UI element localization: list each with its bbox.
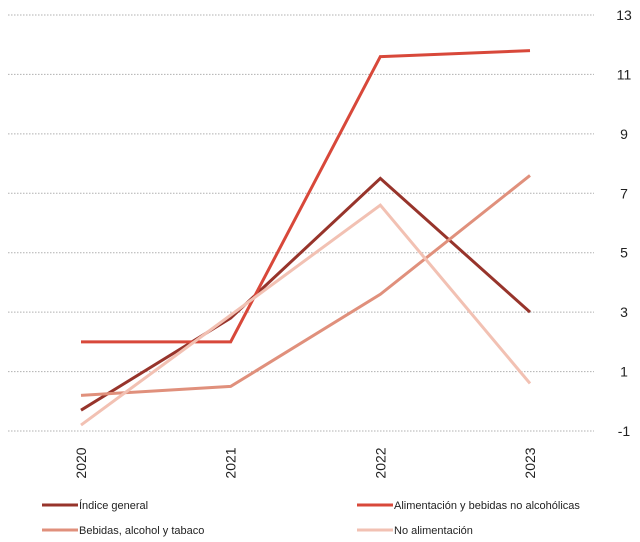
series-line-3 xyxy=(80,203,532,427)
y-tick-label: 9 xyxy=(620,126,628,142)
x-tick-label: 2022 xyxy=(372,447,388,478)
y-tick-label: 7 xyxy=(620,185,628,201)
gridlines xyxy=(8,14,594,432)
series-line-0 xyxy=(80,176,531,412)
x-axis-ticks: 2020 2021 2022 2023 xyxy=(73,447,538,478)
x-tick-label: 2020 xyxy=(73,447,89,478)
series-line-1 xyxy=(81,49,531,344)
legend: Índice general Alimentación y bebidas no … xyxy=(42,499,580,537)
y-tick-label: -1 xyxy=(618,423,631,439)
y-tick-label: 13 xyxy=(616,7,632,23)
y-tick-label: 5 xyxy=(620,245,628,261)
y-tick-label: 1 xyxy=(620,364,628,380)
y-tick-label: 11 xyxy=(617,66,632,82)
x-tick-label: 2021 xyxy=(223,447,239,478)
series-line-2 xyxy=(80,174,531,397)
series-lines xyxy=(80,49,532,427)
y-tick-label: 3 xyxy=(620,304,628,320)
legend-label: Bebidas, alcohol y tabaco xyxy=(79,525,204,537)
legend-label: Alimentación y bebidas no alcohólicas xyxy=(394,500,580,512)
x-tick-label: 2023 xyxy=(522,447,538,478)
legend-label: No alimentación xyxy=(394,525,473,537)
legend-label: Índice general xyxy=(79,499,148,512)
